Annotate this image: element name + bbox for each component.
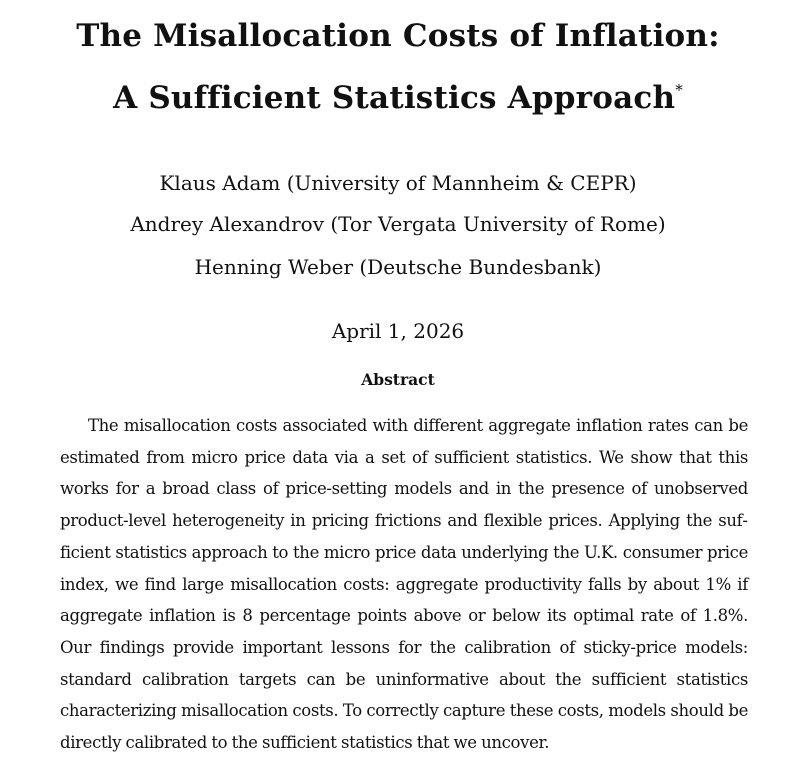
author-klaus-adam: Klaus Adam (University of Mannheim & CEP…: [159, 171, 637, 195]
author-andrey-alexandrov: Andrey Alexandrov (Tor Vergata Universit…: [130, 212, 666, 236]
paper-title-line-2-text: A Sufficient Statistics Approach: [113, 80, 676, 116]
paper-title-line-1: The Misallocation Costs of Inflation:: [76, 18, 720, 54]
abstract-heading: Abstract: [361, 370, 435, 389]
author-henning-weber: Henning Weber (Deutsche Bundesbank): [194, 255, 602, 279]
title-footnote-mark[interactable]: *: [675, 80, 683, 99]
paper-title-line-2: A Sufficient Statistics Approach*: [0, 80, 796, 116]
abstract-body: The misallocation costs associated with …: [60, 416, 748, 753]
paper-date: April 1, 2026: [331, 319, 465, 343]
